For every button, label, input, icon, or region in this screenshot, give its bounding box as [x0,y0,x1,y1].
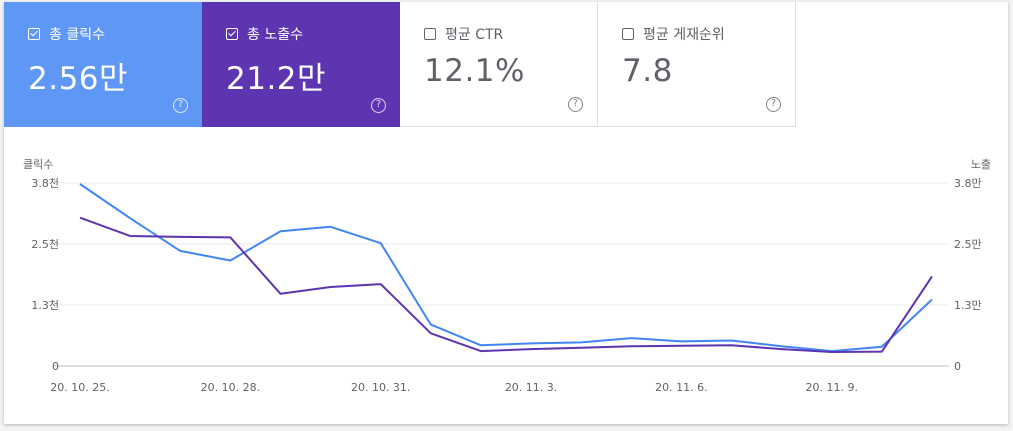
left-tick-label: 3.8천 [31,176,59,190]
help-icon[interactable]: ? [173,98,188,113]
metric-value: 7.8 [622,53,673,89]
metric-card-total-impressions[interactable]: 총 노출수 21.2만 ? [202,2,400,127]
right-tick-label: 1.3만 [954,299,982,312]
left-tick-label: 0 [52,360,59,373]
metric-label: 총 클릭수 [49,27,105,43]
performance-panel: 총 클릭수 2.56만 ? 총 노출수 21.2만 ? 평균 CTR 12.1%… [4,2,1008,424]
line-chart: 클릭수 노출 3.8천 3.8만 2.5천 2.5만 1.3천 1.3만 0 0 20. 10. 2… [23,158,991,394]
metric-value: 21.2만 [226,61,327,97]
x-tick-label: 20. 10. 25. [50,381,109,394]
metric-cards: 총 클릭수 2.56만 ? 총 노출수 21.2만 ? 평균 CTR 12.1%… [4,2,796,127]
metric-card-average-position[interactable]: 평균 게재순위 7.8 ? [598,2,796,127]
x-tick-label: 20. 11. 3. [505,381,557,394]
checkbox-icon[interactable] [226,28,238,40]
metric-label: 평균 CTR [445,27,504,43]
clicks-series-line [79,183,933,353]
checkbox-icon[interactable] [622,28,634,40]
help-icon[interactable]: ? [568,97,583,112]
x-tick-label: 20. 10. 31. [351,381,410,394]
left-tick-label: 1.3천 [31,298,59,312]
left-axis-title: 클릭수 [23,158,53,171]
performance-chart: 클릭수 노출 3.8천 3.8만 2.5천 2.5만 1.3천 1.3만 0 0 20. 10. 2… [4,127,1008,424]
x-tick-label: 20. 11. 6. [655,381,707,394]
metric-label: 평균 게재순위 [643,27,725,43]
metric-card-total-clicks[interactable]: 총 클릭수 2.56만 ? [4,2,202,127]
metric-card-average-ctr[interactable]: 평균 CTR 12.1% ? [400,2,598,127]
impressions-series-line [79,216,933,353]
help-icon[interactable]: ? [371,98,386,113]
right-axis-title: 노출 [971,158,991,171]
checkbox-icon[interactable] [424,28,436,40]
left-tick-label: 2.5천 [31,237,59,251]
checkbox-icon[interactable] [28,28,40,40]
help-icon[interactable]: ? [766,97,781,112]
x-tick-label: 20. 11. 9. [806,381,858,394]
right-tick-label: 3.8만 [954,177,982,190]
metric-value: 2.56만 [28,61,129,97]
right-tick-label: 2.5만 [954,238,982,251]
metric-value: 12.1% [424,53,525,89]
x-tick-label: 20. 10. 28. [201,381,260,394]
metric-label: 총 노출수 [247,27,303,43]
right-tick-label: 0 [954,360,961,373]
